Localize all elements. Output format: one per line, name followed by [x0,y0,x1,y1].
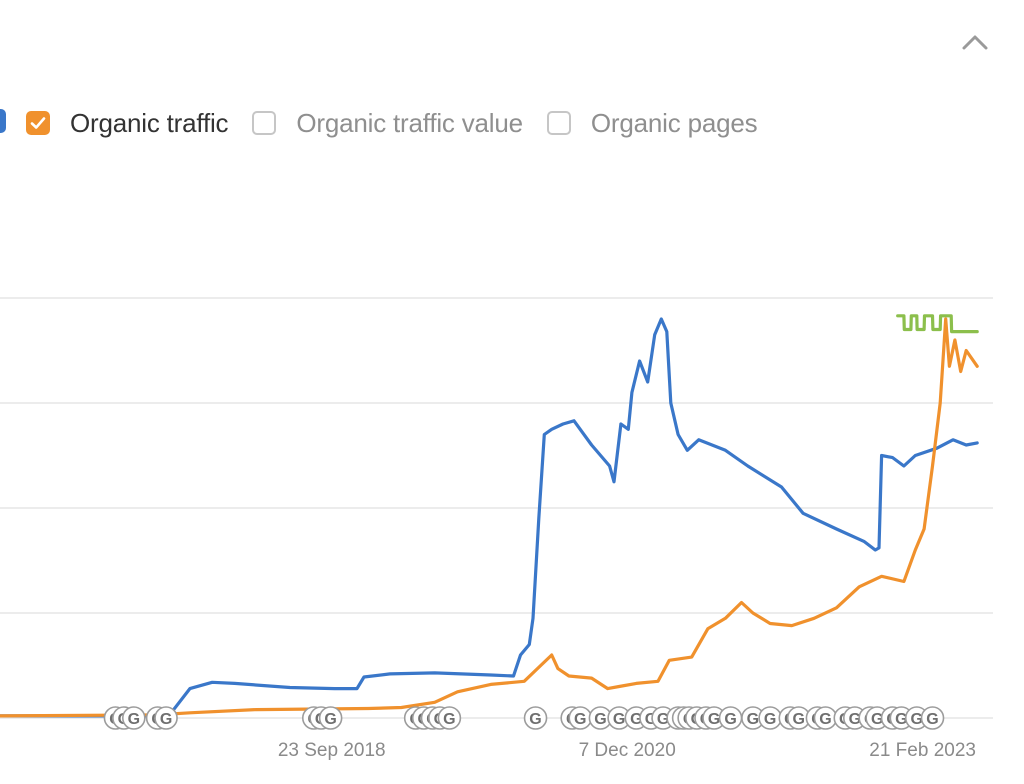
marker-label: G [708,711,720,728]
marker-label: G [911,711,923,728]
marker-label: G [630,711,642,728]
google-update-marker[interactable]: G [154,706,178,730]
marker-label: G [849,711,861,728]
organic-traffic-label: Organic traffic [70,107,229,138]
chart-gridlines [0,297,993,719]
google-update-marker[interactable]: G [920,706,945,730]
marker-label: G [443,711,455,728]
google-update-marker[interactable]: G [607,706,631,730]
marker-label: G [613,711,625,728]
google-update-marker[interactable]: G [121,706,146,730]
chart-annotation-markers[interactable]: GGGGGGGGGGGGGGGGGGGGGGGGGGGGGGGGGGGGGGGG… [103,706,945,730]
marker-label: G [574,711,586,728]
series-line-2 [896,314,979,334]
marker-circle [523,706,548,730]
marker-label: G [895,711,907,728]
marker-label: G [594,711,606,728]
marker-label: G [747,711,759,728]
organic-pages-checkbox[interactable] [546,111,571,135]
legend-item-clipped[interactable] [0,100,10,146]
checkmark-icon [30,117,46,129]
marker-circle [154,706,178,730]
legend-item-organic-pages[interactable]: Organic pages [546,107,758,139]
x-tick-label: 23 Sep 2018 [278,740,386,761]
google-update-marker[interactable]: G [318,706,343,730]
marker-label: G [724,711,736,728]
organic-pages-label: Organic pages [590,107,758,138]
organic-traffic-value-label: Organic traffic value [296,107,523,138]
marker-label: G [324,711,336,728]
marker-label: G [764,711,776,728]
marker-circle [121,706,146,730]
collapse-button[interactable] [955,24,995,60]
marker-label: G [128,711,140,728]
marker-circle [920,706,945,730]
organic-traffic-checkbox[interactable] [26,111,50,135]
legend-item-organic-traffic-value[interactable]: Organic traffic value [252,108,523,139]
google-update-marker[interactable]: G [786,706,811,730]
legend-checkbox-clipped[interactable] [0,109,6,133]
google-update-marker[interactable]: G [813,706,838,730]
google-update-marker[interactable]: G [568,706,593,730]
series-line-1 [0,317,979,718]
chart-legend: Organic traffic Organic traffic value Or… [0,100,781,146]
marker-label: G [819,711,831,728]
marker-circle [437,706,462,730]
chart-series [0,314,979,718]
google-update-marker[interactable]: G [588,706,613,730]
google-update-marker[interactable]: G [718,706,743,730]
series-line-0 [0,317,979,718]
marker-circle [318,706,343,730]
chart-x-axis-labels: 23 Sep 2018 7 Dec 2020 21 Feb 2023 [278,740,976,761]
legend-item-organic-traffic[interactable]: Organic traffic [26,107,229,139]
x-tick-label: 21 Feb 2023 [869,740,976,761]
marker-label: G [926,711,938,728]
google-update-marker[interactable]: G [523,706,548,730]
marker-label: G [792,711,804,728]
google-update-marker[interactable]: G [758,706,782,730]
organic-traffic-value-checkbox[interactable] [252,111,277,135]
x-tick-label: 7 Dec 2020 [579,740,676,761]
marker-label: G [657,711,669,728]
marker-label: G [871,711,883,728]
marker-label: G [529,711,541,728]
marker-label: G [160,711,172,728]
chevron-up-icon [962,35,988,50]
google-update-marker[interactable]: G [437,706,462,730]
